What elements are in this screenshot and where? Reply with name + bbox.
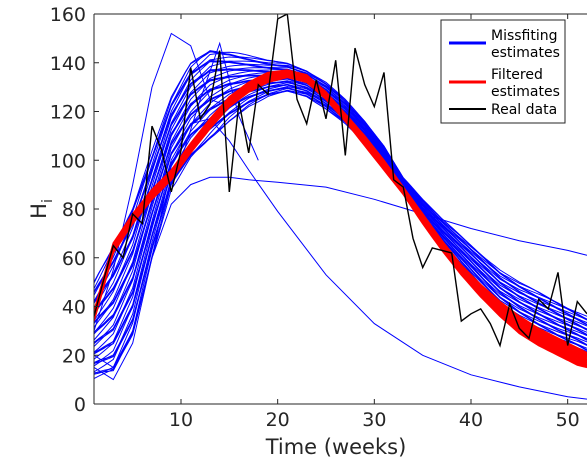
missfiting-estimate-line [94,118,587,400]
legend-label-missfiting: Missfiting estimates [491,28,560,61]
legend: Missfiting estimates Filtered estimates Re… [440,19,566,124]
missfiting-estimate-line [94,51,587,317]
x-tick-label: 40 [459,409,483,431]
missfiting-estimate-line [94,50,587,321]
legend-box [440,19,566,124]
y-tick-label: 100 [50,150,86,172]
x-tick-label: 30 [362,409,386,431]
legend-label-missfiting-line2: estimates [491,45,560,61]
missfiting-estimate-line [94,87,587,373]
plot-area [94,14,587,400]
y-axis-title-subscript: i [40,199,56,203]
y-tick-label: 20 [62,345,86,367]
y-tick-label: 40 [62,297,86,319]
y-axis-title: Hi [27,199,56,219]
missfiting-estimate-line [94,32,230,332]
x-tick-label: 10 [169,409,193,431]
missfiting-estimate-line [94,176,587,369]
real-data-line [94,14,587,348]
missfiting-estimate-line [94,50,587,320]
y-tick-label: 80 [62,199,86,221]
x-axis-title: Time (weeks) [265,435,407,459]
x-tick-label: 20 [266,409,290,431]
y-tick-label: 140 [50,53,86,75]
y-tick-label: 160 [50,4,86,26]
axes: 10 20 30 40 50 0 20 40 60 80 100 120 140 160 [50,4,587,431]
legend-label-filtered-line2: estimates [491,84,560,100]
legend-label-filtered: Filtered estimates [491,67,560,100]
y-axis-title-main: H [27,203,51,219]
real-data-series [94,14,587,348]
legend-label-filtered-line1: Filtered [491,67,543,83]
y-tick-label: 120 [50,102,86,124]
missfiting-estimate-line [94,59,587,326]
legend-label-real-data: Real data [491,102,557,118]
x-tick-label: 50 [556,409,580,431]
legend-label-missfiting-line1: Missfiting [491,28,558,44]
y-tick-label: 60 [62,248,86,270]
y-tick-label: 0 [74,394,86,416]
